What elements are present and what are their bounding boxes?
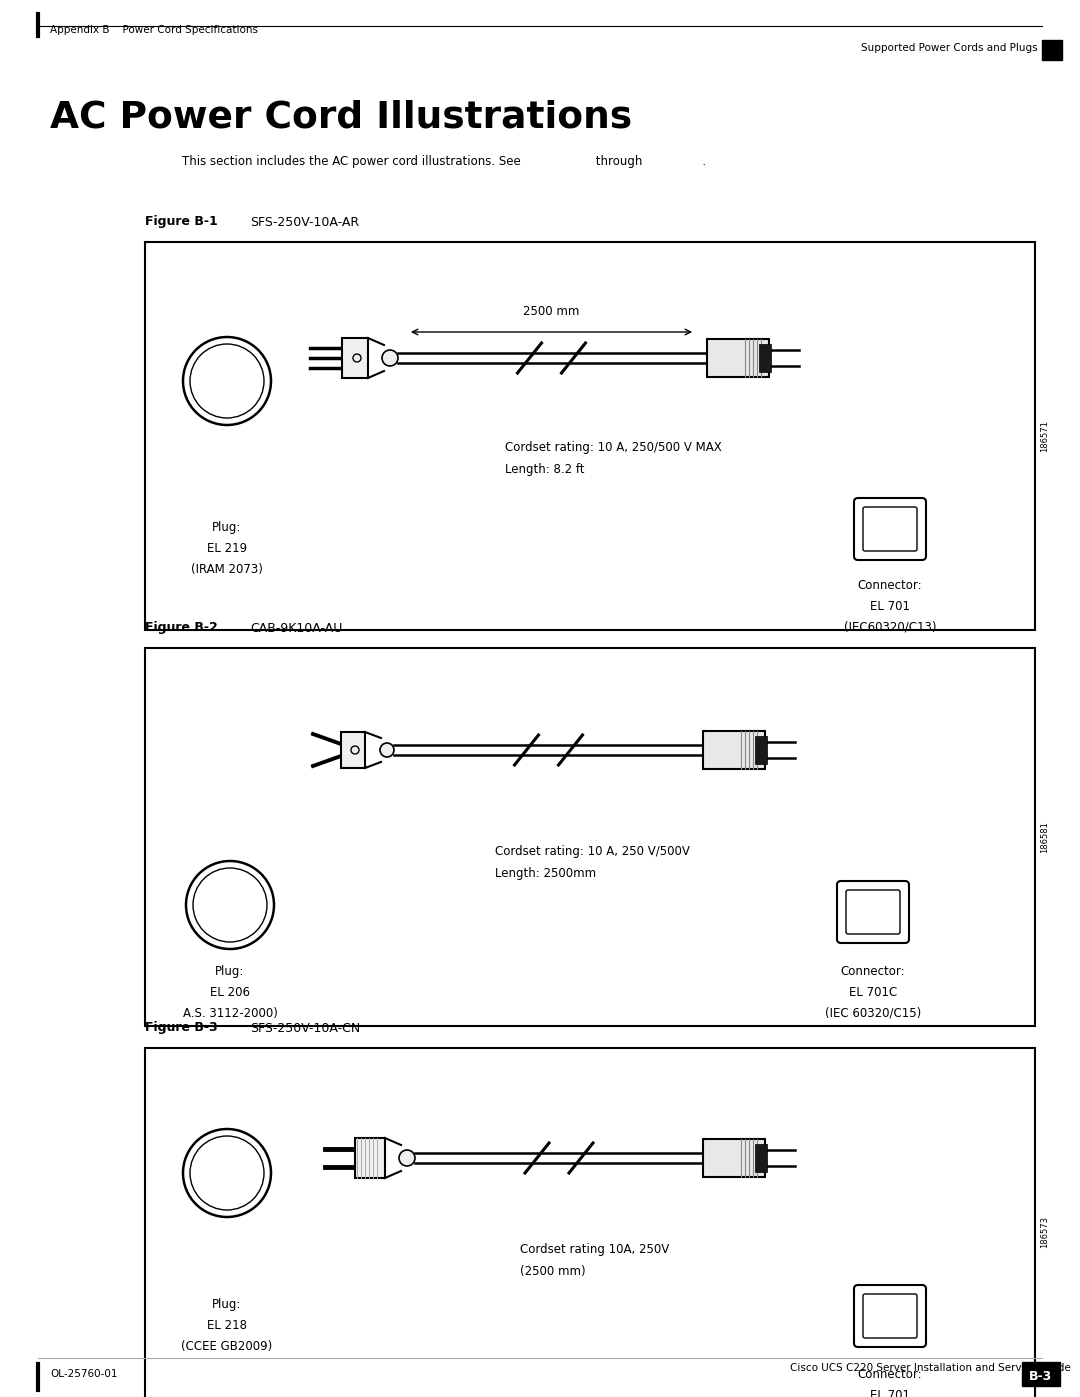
Bar <box>341 732 365 768</box>
Text: Plug:
EL 219
(IRAM 2073): Plug: EL 219 (IRAM 2073) <box>191 521 262 576</box>
Text: 186581: 186581 <box>1040 821 1050 854</box>
Bar <box>145 242 1035 630</box>
FancyBboxPatch shape <box>854 1285 926 1347</box>
Bar <box>703 731 765 768</box>
Circle shape <box>399 1150 415 1166</box>
FancyBboxPatch shape <box>846 890 900 935</box>
Text: Figure B-2: Figure B-2 <box>145 622 218 634</box>
Bar <box>703 1139 765 1178</box>
Text: Cordset rating: 10 A, 250/500 V MAX
Length: 8.2 ft: Cordset rating: 10 A, 250/500 V MAX Leng… <box>505 441 721 476</box>
Bar <box>707 339 769 377</box>
Text: 2500 mm: 2500 mm <box>524 305 580 319</box>
Text: SFS-250V-10A-CN: SFS-250V-10A-CN <box>249 1021 361 1035</box>
Text: Cordset rating 10A, 250V
(2500 mm): Cordset rating 10A, 250V (2500 mm) <box>519 1243 670 1278</box>
Circle shape <box>380 743 394 757</box>
Text: Connector:
EL 701
(IEC60320/C13): Connector: EL 701 (IEC60320/C13) <box>843 578 936 634</box>
Text: Cisco UCS C220 Server Installation and Service Guide: Cisco UCS C220 Server Installation and S… <box>789 1363 1070 1373</box>
Text: Supported Power Cords and Plugs: Supported Power Cords and Plugs <box>862 43 1038 53</box>
FancyBboxPatch shape <box>863 1294 917 1338</box>
Bar <box>755 736 767 764</box>
Text: 186573: 186573 <box>1040 1215 1050 1248</box>
Circle shape <box>183 337 271 425</box>
Bar <box>145 648 1035 1025</box>
Text: Plug:
EL 218
(CCEE GB2009): Plug: EL 218 (CCEE GB2009) <box>181 1298 272 1354</box>
Text: Connector:
EL 701C
(IEC 60320/C15): Connector: EL 701C (IEC 60320/C15) <box>825 965 921 1020</box>
Text: OL-25760-01: OL-25760-01 <box>50 1369 118 1379</box>
Bar <box>1042 41 1062 60</box>
Text: CAB-9K10A-AU: CAB-9K10A-AU <box>249 622 342 634</box>
Text: This section includes the AC power cord illustrations. See                    th: This section includes the AC power cord … <box>183 155 706 169</box>
Text: Figure B-1: Figure B-1 <box>145 215 218 229</box>
Bar <box>145 1048 1035 1397</box>
Circle shape <box>183 1129 271 1217</box>
FancyBboxPatch shape <box>863 507 917 550</box>
Text: Appendix B    Power Cord Specifications: Appendix B Power Cord Specifications <box>50 25 258 35</box>
Text: Figure B-3: Figure B-3 <box>145 1021 218 1035</box>
Text: 186571: 186571 <box>1040 420 1050 453</box>
Circle shape <box>382 351 399 366</box>
Text: B-3: B-3 <box>1029 1369 1053 1383</box>
Text: Plug:
EL 206
A.S. 3112-2000): Plug: EL 206 A.S. 3112-2000) <box>183 965 278 1020</box>
Bar <box>759 344 771 372</box>
Bar <box>755 1144 767 1172</box>
Bar <box>355 1139 384 1178</box>
Circle shape <box>186 861 274 949</box>
Bar <box>1022 1362 1059 1386</box>
Bar <box>342 338 368 379</box>
Text: SFS-250V-10A-AR: SFS-250V-10A-AR <box>249 215 360 229</box>
Text: Connector:
EL 701
(IEC60320/C13): Connector: EL 701 (IEC60320/C13) <box>843 1368 936 1397</box>
FancyBboxPatch shape <box>854 497 926 560</box>
Text: Cordset rating: 10 A, 250 V/500V
Length: 2500mm: Cordset rating: 10 A, 250 V/500V Length:… <box>495 845 690 880</box>
FancyBboxPatch shape <box>837 882 909 943</box>
Text: AC Power Cord Illustrations: AC Power Cord Illustrations <box>50 101 632 136</box>
